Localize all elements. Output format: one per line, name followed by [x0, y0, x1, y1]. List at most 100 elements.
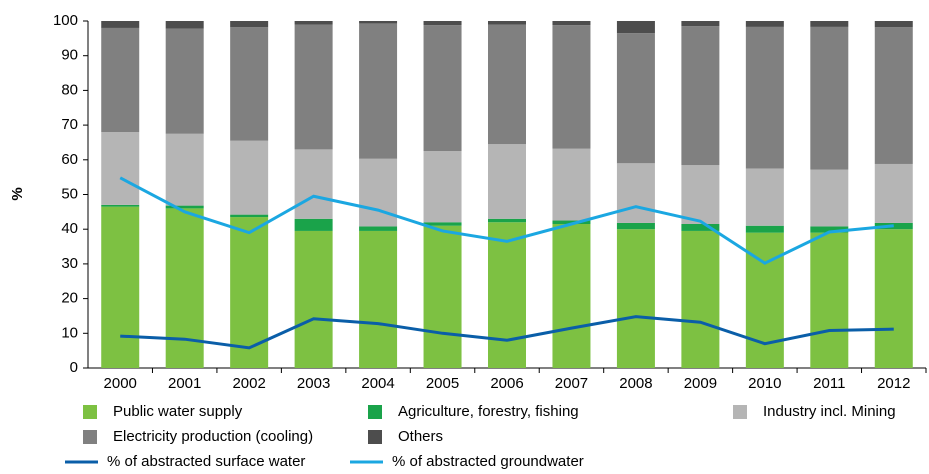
- bar-segment: [874, 229, 913, 368]
- bar-segment: [359, 21, 398, 24]
- x-tick-label: 2000: [104, 375, 137, 392]
- legend-swatch: [368, 430, 382, 444]
- y-tick-label: 70: [61, 116, 78, 133]
- legend-swatch: [368, 405, 382, 419]
- bar-segment: [874, 163, 913, 223]
- bar-segment: [810, 21, 849, 27]
- bar-segment: [230, 214, 269, 218]
- bar-segment: [423, 21, 462, 26]
- bar-segment: [874, 21, 913, 28]
- bar-segment: [810, 232, 849, 368]
- bar-segment: [165, 21, 204, 29]
- bar-segment: [294, 230, 333, 368]
- x-tick-label: 2006: [490, 375, 523, 392]
- y-tick-label: 60: [61, 151, 78, 168]
- bar-segment: [616, 163, 655, 223]
- x-tick-label: 2004: [361, 375, 394, 392]
- bar-segment: [745, 225, 784, 233]
- x-tick-label: 2009: [684, 375, 717, 392]
- bar-segment: [552, 21, 591, 26]
- bar-segment: [230, 21, 269, 28]
- bar-segment: [230, 140, 269, 215]
- bar-segment: [165, 208, 204, 368]
- bar-segment: [810, 169, 849, 227]
- bar-segment: [359, 23, 398, 159]
- y-tick-label: 50: [61, 185, 78, 202]
- bar-segment: [616, 21, 655, 34]
- bar-segment: [101, 206, 140, 368]
- legend-label: Industry incl. Mining: [763, 403, 896, 420]
- bar-segment: [616, 33, 655, 164]
- bar-segment: [294, 21, 333, 25]
- legend-label: Electricity production (cooling): [113, 428, 313, 445]
- legend-label: Agriculture, forestry, fishing: [398, 403, 579, 420]
- y-tick-label: 0: [70, 359, 78, 376]
- bar-segment: [745, 21, 784, 27]
- y-tick-label: 10: [61, 324, 78, 341]
- bar-segment: [294, 24, 333, 150]
- y-tick-label: 100: [53, 12, 78, 29]
- y-tick-label: 90: [61, 47, 78, 64]
- x-tick-label: 2002: [232, 375, 265, 392]
- y-axis-label: %: [9, 187, 26, 200]
- bar-segment: [745, 26, 784, 169]
- x-tick-label: 2005: [426, 375, 459, 392]
- bar-segment: [552, 223, 591, 368]
- bar-segment: [165, 133, 204, 206]
- bar-segment: [874, 27, 913, 164]
- bar-segment: [810, 226, 849, 233]
- bar-segment: [423, 225, 462, 368]
- bar-segment: [101, 21, 140, 28]
- legend-swatch: [83, 405, 97, 419]
- bar-segment: [101, 204, 140, 207]
- x-tick-label: 2008: [619, 375, 652, 392]
- bar-segment: [359, 226, 398, 231]
- x-tick-label: 2007: [555, 375, 588, 392]
- bar-segment: [423, 151, 462, 223]
- legend-label: Public water supply: [113, 403, 243, 420]
- bar-segment: [488, 24, 526, 145]
- line: [119, 176, 894, 265]
- bar-segment: [616, 229, 655, 368]
- x-tick-label: 2012: [877, 375, 910, 392]
- line: [120, 315, 894, 350]
- bar-segment: [488, 144, 526, 219]
- legend-label: Others: [398, 428, 443, 445]
- bar-segment: [423, 222, 462, 226]
- bar-segment: [745, 168, 784, 226]
- bar-segment: [165, 28, 204, 134]
- legend-label: % of abstracted groundwater: [392, 453, 584, 470]
- bar-segment: [681, 26, 720, 166]
- bar-segment: [681, 230, 720, 368]
- x-tick-label: 2011: [813, 375, 845, 392]
- bar-segment: [552, 220, 591, 224]
- bar-segment: [359, 158, 398, 227]
- y-tick-label: 80: [61, 81, 78, 98]
- bar-segment: [552, 148, 591, 221]
- bar-segment: [681, 165, 720, 224]
- y-tick-label: 30: [61, 255, 78, 272]
- y-tick-label: 40: [61, 220, 78, 237]
- bar-segment: [616, 222, 655, 230]
- x-tick-label: 2010: [748, 375, 781, 392]
- bar-segment: [681, 21, 720, 27]
- bar-segment: [294, 218, 333, 231]
- bar-segment: [359, 230, 398, 368]
- legend-swatch: [83, 430, 97, 444]
- bar-segment: [230, 27, 269, 141]
- bar-segment: [165, 205, 204, 209]
- bar-segment: [101, 132, 140, 205]
- legend-swatch: [733, 405, 747, 419]
- y-tick-label: 20: [61, 290, 78, 307]
- x-tick-label: 2003: [297, 375, 330, 392]
- bar-segment: [488, 21, 526, 25]
- legend-label: % of abstracted surface water: [107, 453, 305, 470]
- bar-segment: [810, 26, 849, 170]
- x-tick-label: 2001: [168, 375, 201, 392]
- bar-segment: [681, 223, 720, 231]
- bar-segment: [552, 25, 591, 149]
- bar-segment: [488, 218, 526, 223]
- bar-segment: [101, 27, 140, 133]
- bar-segment: [423, 25, 462, 152]
